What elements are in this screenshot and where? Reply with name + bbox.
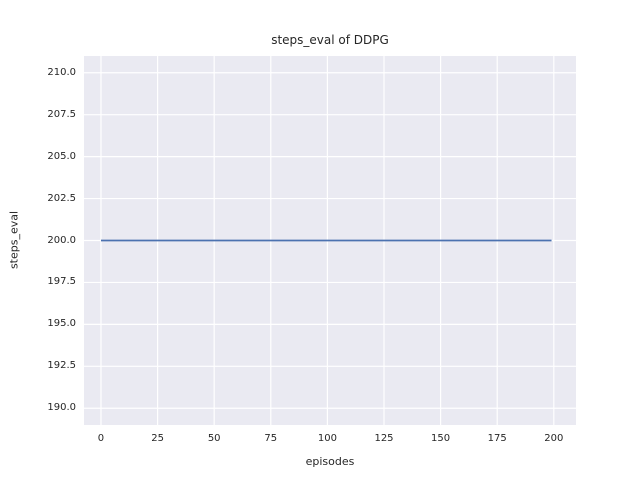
x-tick-label: 175 [487, 433, 507, 444]
plot-area [84, 56, 576, 425]
y-tick-label: 190.0 [47, 402, 76, 414]
y-tick-label: 210.0 [47, 66, 76, 78]
y-tick-label: 200.0 [47, 234, 76, 246]
x-tick-label: 25 [151, 433, 164, 444]
x-tick-label: 200 [544, 433, 564, 444]
x-tick-label: 75 [264, 433, 278, 444]
y-tick-label: 205.0 [47, 150, 76, 162]
y-tick-label: 195.0 [47, 318, 76, 330]
y-tick-label: 192.5 [47, 360, 76, 372]
plot-area-svg [84, 56, 576, 425]
x-axis-label: episodes [305, 455, 355, 468]
chart-title: steps_eval of DDPG [271, 33, 389, 47]
x-tick-label: 125 [374, 433, 394, 444]
x-tick-label: 100 [317, 433, 337, 444]
x-tick-label: 0 [97, 433, 105, 444]
y-tick-label: 202.5 [47, 192, 76, 204]
x-tick-label: 50 [207, 433, 221, 444]
y-tick-label: 197.5 [47, 276, 76, 288]
y-tick-label: 207.5 [47, 108, 76, 120]
x-tick-label: 150 [431, 433, 451, 444]
